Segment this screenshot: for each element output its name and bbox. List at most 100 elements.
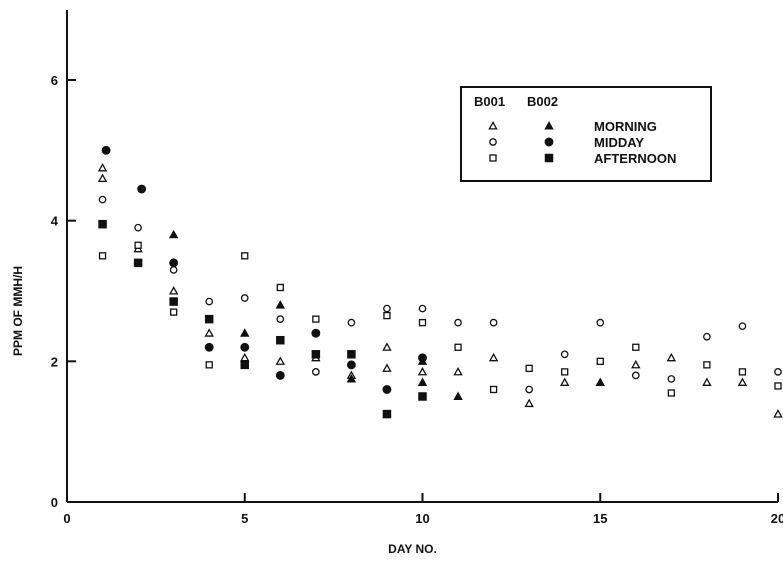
- legend-marker-b001-morning: [488, 121, 498, 130]
- b001-afternoon-point: [276, 283, 284, 292]
- b001-midday-point: [205, 297, 214, 306]
- b002-morning-point: [453, 391, 463, 401]
- b001-midday-point: [240, 294, 249, 302]
- b002-afternoon-point: [311, 350, 321, 359]
- x-tick-label: 0: [63, 511, 70, 526]
- b001-midday-point: [631, 371, 640, 380]
- b002-afternoon-point: [276, 335, 285, 345]
- legend-marker-b002-morning: [544, 121, 554, 130]
- legend-marker-b001-afternoon: [489, 154, 497, 162]
- x-tick-label: 15: [593, 511, 607, 526]
- b001-afternoon-point: [169, 308, 178, 316]
- b002-midday-point: [101, 145, 111, 155]
- ticks: 0 2 4 6 0 5 10 15 20: [51, 73, 783, 526]
- b001-midday-point: [738, 322, 747, 331]
- b002-afternoon-point: [240, 360, 249, 370]
- b002-afternoon-point: [98, 219, 107, 229]
- b002-morning-point: [346, 373, 357, 383]
- b001-morning-point: [737, 377, 748, 386]
- b001-afternoon-point: [241, 252, 249, 260]
- b001-morning-point: [275, 356, 286, 365]
- y-tick-label: 0: [51, 495, 58, 510]
- y-tick-label: 6: [51, 73, 58, 88]
- b002-midday-point: [346, 360, 356, 370]
- legend-markers: [488, 121, 554, 163]
- b002-midday-point: [382, 385, 392, 394]
- legend-header-b001: B001: [474, 94, 505, 109]
- b001-midday-point: [667, 375, 676, 383]
- x-tick-label: 5: [241, 511, 248, 526]
- b001-midday-point: [596, 318, 605, 327]
- b001-midday-point: [774, 368, 782, 376]
- b001-morning-point: [168, 286, 179, 295]
- b001-midday-point: [489, 318, 498, 327]
- b001-morning-point: [631, 359, 641, 369]
- b002-morning-point: [168, 229, 179, 239]
- b001-afternoon-point: [98, 252, 107, 260]
- legend-label-afternoon: AFTERNOON: [594, 151, 676, 166]
- b001-afternoon-point: [489, 385, 498, 394]
- y-tick-label: 4: [51, 214, 59, 229]
- b001-afternoon-point: [667, 389, 675, 397]
- b001-afternoon-point: [703, 361, 711, 369]
- b001-morning-point: [453, 366, 463, 376]
- b002-morning-point: [417, 377, 428, 386]
- b002-midday-point: [418, 353, 427, 363]
- b002-morning-point: [240, 328, 250, 337]
- b001-afternoon-point: [134, 241, 142, 249]
- b001-morning-point: [417, 366, 428, 376]
- b001-midday-point: [134, 223, 142, 232]
- b002-afternoon-point: [418, 392, 427, 401]
- b001-afternoon-point: [205, 361, 213, 369]
- b001-afternoon-point: [596, 357, 604, 365]
- y-axis-label: PPM OF MMH/H: [11, 266, 25, 356]
- b001-morning-point: [666, 352, 677, 362]
- b001-midday-point: [560, 350, 569, 359]
- b002-morning-point: [275, 300, 286, 309]
- b002-afternoon-point: [133, 258, 143, 268]
- b001-midday-point: [525, 385, 534, 394]
- b001-afternoon-point: [312, 315, 320, 323]
- b001-afternoon-point: [561, 368, 569, 376]
- b001-afternoon-point: [738, 368, 747, 376]
- b002-afternoon-point: [204, 314, 214, 324]
- b002-afternoon-point: [347, 350, 356, 359]
- b001-midday-point: [418, 304, 427, 313]
- b001-midday-point: [276, 315, 285, 323]
- b001-midday-point: [169, 266, 178, 274]
- b001-morning-point: [204, 328, 214, 337]
- b001-morning-point: [488, 352, 499, 362]
- b001-morning-point: [702, 377, 712, 386]
- b002-morning-point: [595, 377, 605, 386]
- b002-midday-point: [311, 328, 321, 338]
- x-tick-label: 20: [771, 511, 783, 526]
- b001-midday-point: [98, 195, 107, 204]
- b002-afternoon-point: [169, 297, 178, 306]
- b001-morning-point: [773, 409, 783, 418]
- b001-midday-point: [383, 304, 391, 313]
- b001-midday-point: [703, 332, 711, 341]
- x-axis-label: DAY NO.: [388, 542, 437, 556]
- b001-midday-point: [347, 318, 356, 327]
- b001-midday-point: [311, 368, 320, 376]
- axes: [66, 10, 778, 503]
- b002-afternoon-point: [382, 409, 392, 419]
- b001-afternoon-point: [632, 343, 640, 351]
- b001-afternoon-point: [774, 382, 782, 390]
- legend-marker-b002-midday: [544, 137, 554, 147]
- b002-midday-point: [204, 342, 214, 352]
- b002-midday-point: [137, 184, 147, 194]
- b001-morning-point: [382, 363, 392, 372]
- b001-morning-point: [97, 162, 108, 172]
- b001-midday-point: [454, 318, 462, 327]
- b001-afternoon-point: [525, 364, 533, 373]
- x-tick-label: 10: [415, 511, 429, 526]
- b002-midday-point: [275, 370, 285, 380]
- legend: B001 B002 MORNING MIDDAY AFTERNOON: [460, 86, 712, 182]
- legend-box: [460, 86, 712, 182]
- legend-header-b002: B002: [527, 94, 558, 109]
- b001-morning-point: [240, 352, 250, 362]
- b001-morning-point: [97, 173, 108, 182]
- b001-morning-point: [382, 342, 392, 351]
